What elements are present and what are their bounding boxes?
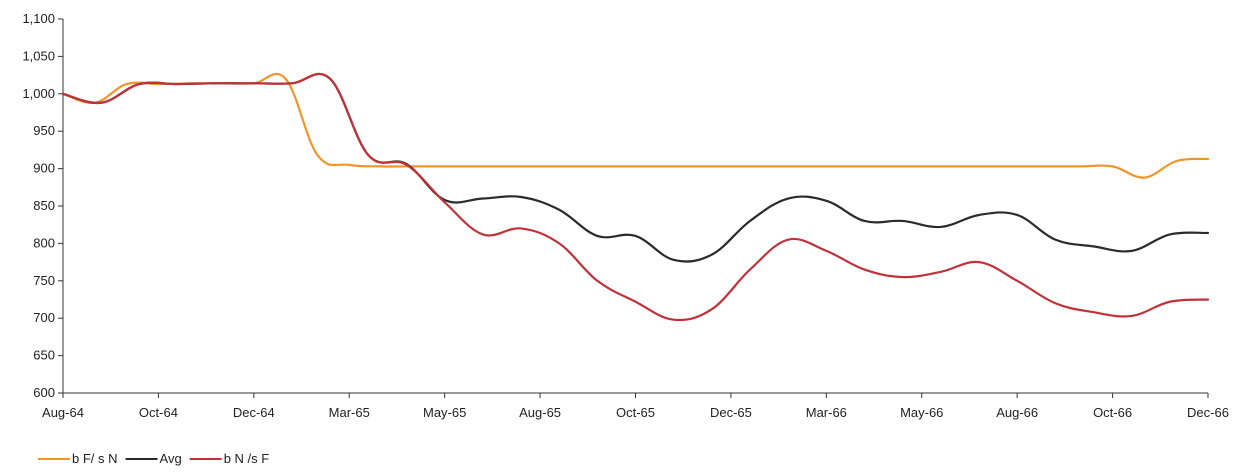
x-tick-label: Aug-64 — [42, 405, 84, 420]
series-line-2 — [61, 72, 1210, 322]
x-tick-label: Oct-65 — [616, 405, 655, 420]
y-tick-label: 800 — [33, 235, 55, 250]
x-tick-label: Aug-65 — [519, 405, 561, 420]
y-tick-label: 750 — [33, 273, 55, 288]
y-axis: 600 650 700 750 800 850 900 950 1,000 1,050 1,100 — [22, 11, 64, 400]
series-line-0 — [61, 72, 1210, 179]
y-tick-label: 950 — [33, 123, 55, 138]
x-tick-label: Aug-66 — [996, 405, 1038, 420]
y-tick-label: 700 — [33, 310, 55, 325]
y-tick-label: 1,050 — [22, 48, 55, 63]
x-tick-label: Dec-64 — [233, 405, 275, 420]
y-tick-label: 900 — [33, 161, 55, 176]
x-tick-label: May-65 — [423, 405, 466, 420]
legend-label-1: Avg — [160, 451, 182, 466]
y-tick-label: 850 — [33, 198, 55, 213]
x-tick-label: Oct-64 — [139, 405, 178, 420]
y-tick-label: 650 — [33, 348, 55, 363]
series-line-1 — [61, 72, 1210, 263]
x-tick-label: Mar-66 — [806, 405, 847, 420]
legend-label-2: b N /s F — [224, 451, 270, 466]
x-tick-label: Dec-65 — [710, 405, 752, 420]
legend-label-0: b F/ s N — [72, 451, 118, 466]
x-tick-label: Oct-66 — [1093, 405, 1132, 420]
legend: b F/ s N Avg b N /s F — [38, 451, 269, 466]
y-tick-label: 1,000 — [22, 86, 55, 101]
x-tick-label: Dec-66 — [1187, 405, 1229, 420]
x-axis: Aug-64 Oct-64 Dec-64 Mar-65 May-65 Aug-65 Oct-… — [42, 392, 1229, 420]
y-tick-label: 600 — [33, 385, 55, 400]
y-tick-label: 1,100 — [22, 11, 55, 26]
x-tick-label: May-66 — [900, 405, 943, 420]
series-layer — [61, 72, 1210, 322]
x-tick-label: Mar-65 — [329, 405, 370, 420]
